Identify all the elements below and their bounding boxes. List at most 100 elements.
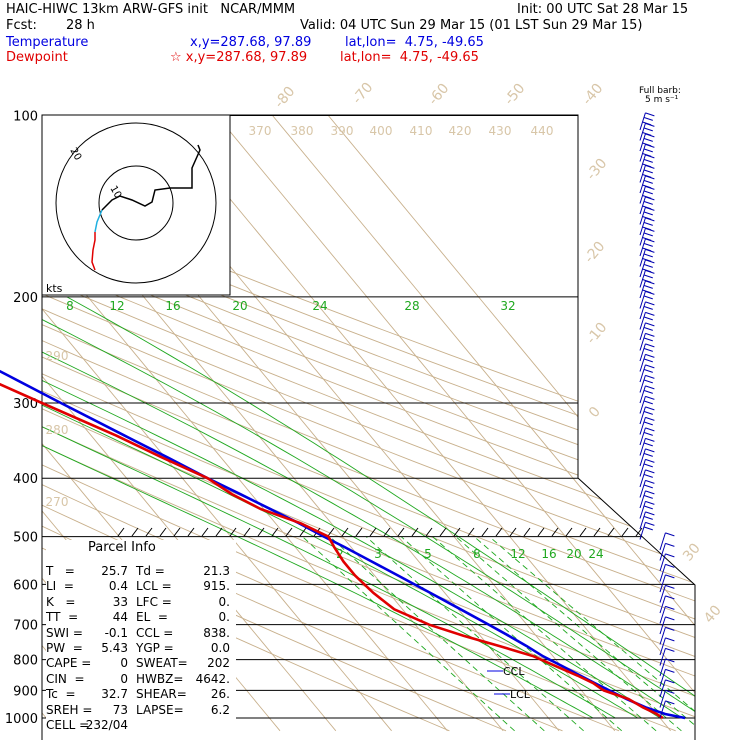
- wind-barbs: [639, 112, 675, 719]
- plot-title: HAIC-HIWC 13km ARW-GFS init NCAR/MMM: [6, 2, 296, 17]
- wind-barb-flag: [645, 301, 655, 306]
- wind-barb-flag: [643, 442, 653, 447]
- isotherm-label: -70: [349, 80, 376, 108]
- parcel-l-6: CAPE =: [46, 656, 92, 671]
- wind-barb: [639, 301, 646, 320]
- wind-barb-flag: [643, 484, 653, 489]
- wind-barb-flag: [643, 347, 653, 352]
- wind-barb-flag: [665, 605, 675, 610]
- level-tick: [509, 527, 517, 537]
- level-tick: [481, 527, 489, 537]
- wind-barb-flag: [645, 164, 655, 169]
- wind-barb-flag: [665, 595, 675, 600]
- isotherm-line: [216, 115, 695, 732]
- mixing-ratio-line: [432, 536, 657, 732]
- level-tick: [383, 527, 391, 537]
- wind-barb-flag: [643, 221, 653, 226]
- wind-barb-flag: [645, 133, 655, 138]
- mixing-ratio-line: [455, 536, 682, 732]
- mixing-ratio-line: [473, 536, 695, 732]
- wind-barb: [659, 627, 666, 645]
- wind-barb: [659, 658, 666, 677]
- parcel-info-panel: Parcel Info T = 25.7 Td = 21.3 LI = 0.4 LCL = 9…: [46, 540, 236, 736]
- wind-barb-flag: [643, 379, 653, 384]
- isotherm-label: -20: [581, 239, 608, 267]
- isotherm-label: 0: [586, 404, 604, 421]
- wind-barb: [659, 564, 666, 582]
- wind-barb-flag: [645, 217, 655, 222]
- wind-barb: [639, 249, 646, 267]
- wind-barb-flag: [645, 448, 655, 453]
- wind-barb-flag: [643, 494, 653, 499]
- lcl-label: LCL: [510, 688, 531, 701]
- temperature-profile: [0, 369, 686, 720]
- isotherm-label: 40: [701, 602, 725, 626]
- wind-barb-flag: [643, 190, 653, 195]
- wind-barb: [639, 417, 646, 435]
- dry-adiabat-line: [42, 115, 695, 732]
- wind-barb-flag: [643, 389, 653, 394]
- legend-dewpoint: Dewpoint: [6, 50, 68, 65]
- moist-adiabat-label: 32: [500, 299, 515, 313]
- wind-barb-flag: [643, 368, 653, 373]
- wind-barb: [639, 375, 646, 393]
- wind-barb-flag: [645, 322, 655, 327]
- wind-barb-flag: [645, 154, 655, 159]
- wind-barb: [639, 196, 646, 215]
- dry-adiabat-line: [42, 115, 695, 732]
- wind-barb-flag: [665, 553, 675, 558]
- wind-barb: [659, 532, 666, 551]
- wind-barb-flag: [645, 469, 655, 474]
- theta-label: 420: [449, 124, 472, 138]
- level-tick: [579, 527, 587, 537]
- level-tick: [411, 527, 419, 537]
- parcel-rv-8: 26.: [210, 687, 230, 702]
- wind-barb: [639, 501, 646, 519]
- wind-barb: [639, 238, 646, 257]
- wind-barb: [639, 175, 646, 194]
- wind-barb-flag: [643, 526, 653, 531]
- parcel-lv-3: 44: [112, 610, 128, 625]
- parcel-l-2: K =: [46, 594, 76, 609]
- mixing-ratio-line: [302, 536, 515, 732]
- wind-barb-flag: [645, 238, 655, 243]
- parcel-l-3: TT =: [46, 610, 79, 625]
- wind-barb: [639, 144, 646, 162]
- level-tick: [173, 527, 181, 537]
- parcel-r-6: SWEAT=: [136, 656, 188, 671]
- wind-barb: [639, 469, 646, 488]
- wind-barb-flag: [645, 269, 655, 274]
- wind-barb-flag: [643, 263, 653, 268]
- wind-barb: [659, 669, 666, 687]
- wind-barb-flag: [665, 637, 675, 642]
- dewpoint-latlon: lat,lon= 4.75, -49.65: [340, 50, 479, 65]
- wind-barb: [639, 165, 646, 183]
- parcel-rv-6: 202: [207, 656, 230, 671]
- wind-barb-flag: [665, 689, 675, 694]
- isotherm-line: [42, 115, 392, 732]
- level-tick: [299, 527, 307, 537]
- isotherm-line: [0, 116, 1, 731]
- parcel-r-7: HWBZ=: [136, 671, 184, 686]
- dry-adiabat-line: [42, 115, 695, 732]
- moist-adiabat-label: 8: [66, 299, 74, 313]
- wind-barb-flag: [645, 427, 655, 432]
- wind-barb-flag: [645, 248, 655, 253]
- wind-barb: [659, 585, 666, 603]
- wind-barb-flag: [645, 143, 655, 148]
- wind-barb-flag: [643, 421, 653, 426]
- level-tick: [131, 527, 139, 537]
- dry-adiabat-line: [42, 115, 695, 732]
- wind-barb-flag: [643, 116, 653, 121]
- isotherm-line: [42, 115, 448, 732]
- theta-label: 390: [331, 124, 354, 138]
- parcel-r-2: LFC =: [136, 594, 172, 609]
- pressure-label-600: 600: [13, 578, 38, 593]
- moist-adiabat-label: 20: [232, 299, 247, 313]
- fcst-value: 28 h: [66, 18, 95, 33]
- isotherm-label: -80: [271, 84, 298, 112]
- level-tick: [243, 527, 251, 537]
- dry-adiabat-line: [42, 115, 695, 732]
